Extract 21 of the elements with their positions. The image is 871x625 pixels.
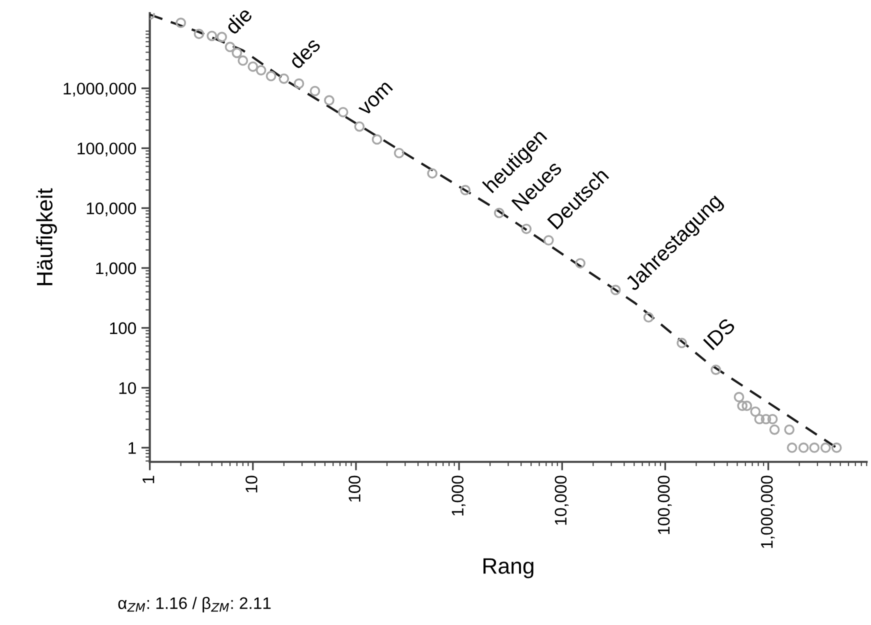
y-tick-label: 1,000,000 [64,82,136,96]
x-tick-label: 1 [142,476,154,484]
y-tick-label: 1,000 [96,262,136,276]
annotation: die [224,6,254,36]
x-tick-label: 10,000 [554,476,569,525]
x-tick-label: 100,000 [658,476,672,534]
text: α$_{ZM}$: 1.16 / β$_{ZM}$: 2.11 [118,596,271,612]
x-tick-label: 100 [348,476,360,502]
annotation: vom [358,82,394,116]
y-axis-title: Häufigkeit [36,188,57,286]
x-axis-title: Rang [483,558,534,578]
annotation: IDS [702,317,736,350]
y-tick-label: 1 [128,442,136,454]
y-tick-label: 10 [119,382,136,394]
y-tick-label: 10,000 [86,202,136,216]
x-tick-label: 1,000,000 [760,476,775,548]
y-tick-label: 100 [110,322,136,334]
x-tick-label: 10 [246,476,258,492]
x-tick-label: 1,000 [452,476,466,516]
y-tick-label: 100,000 [78,142,136,156]
annotation: des [288,36,322,70]
